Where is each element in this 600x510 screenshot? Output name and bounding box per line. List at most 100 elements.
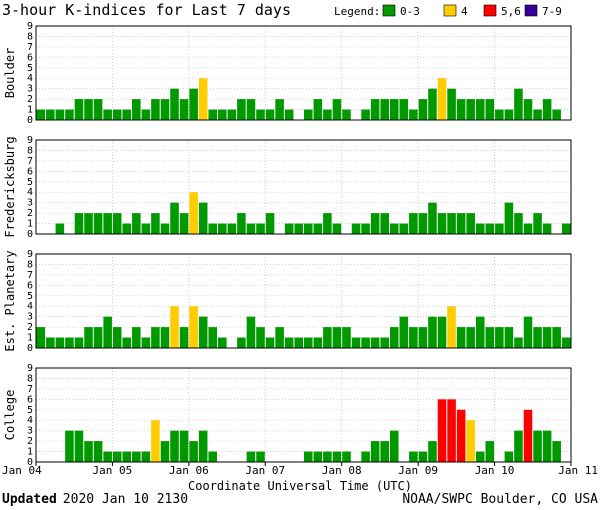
panel-label: Boulder	[3, 48, 17, 99]
bar	[141, 109, 151, 120]
bar	[313, 99, 323, 120]
bar	[132, 327, 141, 348]
bar	[208, 109, 218, 120]
x-tick-label: Jan 06	[169, 464, 209, 477]
bar	[304, 223, 313, 234]
x-tick-label: Jan 05	[93, 464, 133, 477]
bar	[418, 99, 428, 120]
bar	[36, 327, 46, 348]
bar	[351, 337, 361, 348]
bar	[514, 430, 523, 462]
legend-swatch-1	[382, 4, 396, 17]
updated-label: Updated	[2, 492, 57, 507]
bar	[437, 78, 447, 120]
bar	[332, 99, 342, 120]
bar	[542, 99, 552, 120]
chart-title: 3-hour K-indices for Last 7 days	[2, 1, 291, 19]
bar	[428, 441, 437, 462]
bar	[418, 213, 428, 234]
bar	[189, 306, 198, 348]
bar	[65, 109, 74, 120]
bar	[160, 441, 170, 462]
bar	[552, 327, 561, 348]
bar	[151, 420, 160, 462]
bar	[141, 451, 151, 462]
y-tick-label: 6	[27, 394, 33, 405]
bar	[428, 88, 437, 120]
panel-frame	[35, 253, 572, 349]
bar	[332, 327, 342, 348]
bar	[55, 223, 65, 234]
bar	[485, 223, 495, 234]
y-tick-label: 4	[27, 415, 33, 426]
bar	[313, 337, 323, 348]
bar	[475, 99, 485, 120]
y-tick-label: 6	[27, 280, 33, 291]
bar	[151, 99, 160, 120]
y-tick-label: 9	[27, 363, 33, 374]
bar	[84, 213, 93, 234]
bar	[418, 327, 428, 348]
bar	[504, 451, 514, 462]
bar	[495, 223, 504, 234]
bar	[74, 430, 84, 462]
y-tick-label: 0	[27, 229, 33, 240]
y-tick-label: 5	[27, 177, 33, 188]
bar	[418, 451, 428, 462]
bar	[198, 316, 208, 348]
y-tick-label: 4	[27, 301, 33, 312]
bar	[370, 99, 380, 120]
legend-title: Legend:	[334, 5, 380, 18]
bar	[542, 430, 552, 462]
footer-source: NOAA/SWPC Boulder, CO USA	[402, 492, 598, 507]
x-axis-label: Coordinate Universal Time (UTC)	[188, 479, 412, 493]
y-tick-label: 4	[27, 187, 33, 198]
bar	[304, 109, 313, 120]
bar	[218, 223, 227, 234]
bar	[361, 223, 370, 234]
y-tick-label: 8	[27, 145, 33, 156]
y-tick-label: 9	[27, 249, 33, 260]
bar	[74, 337, 84, 348]
bar	[198, 430, 208, 462]
y-tick-label: 9	[27, 21, 33, 32]
y-tick-label: 1	[27, 105, 33, 116]
bar	[523, 99, 533, 120]
x-tick-label: Jan 11	[558, 464, 598, 477]
bar	[523, 409, 533, 462]
bar	[533, 327, 542, 348]
bar	[351, 223, 361, 234]
y-tick-label: 0	[27, 115, 33, 126]
bar	[504, 109, 514, 120]
y-tick-label: 3	[27, 198, 33, 209]
y-tick-label: 4	[27, 73, 33, 84]
bar	[380, 213, 389, 234]
bar	[523, 316, 533, 348]
y-tick-label: 7	[27, 384, 33, 395]
bar	[533, 213, 542, 234]
bar	[65, 337, 74, 348]
bar	[170, 88, 179, 120]
footer-updated: Updated 2020 Jan 10 2130	[2, 492, 188, 507]
bar	[256, 327, 265, 348]
bar	[552, 441, 561, 462]
bar	[495, 109, 504, 120]
bar	[294, 223, 303, 234]
updated-value: 2020 Jan 10 2130	[63, 492, 188, 507]
bar	[447, 88, 456, 120]
bar	[103, 316, 112, 348]
panel-frame	[35, 25, 572, 121]
bar	[93, 99, 103, 120]
bar	[533, 430, 542, 462]
bar	[179, 327, 189, 348]
x-tick-label: Jan 09	[398, 464, 438, 477]
bar	[342, 327, 351, 348]
y-tick-label: 8	[27, 259, 33, 270]
bar	[485, 327, 495, 348]
y-tick-label: 6	[27, 166, 33, 177]
bar	[466, 327, 475, 348]
bar	[409, 109, 418, 120]
bar	[323, 451, 332, 462]
